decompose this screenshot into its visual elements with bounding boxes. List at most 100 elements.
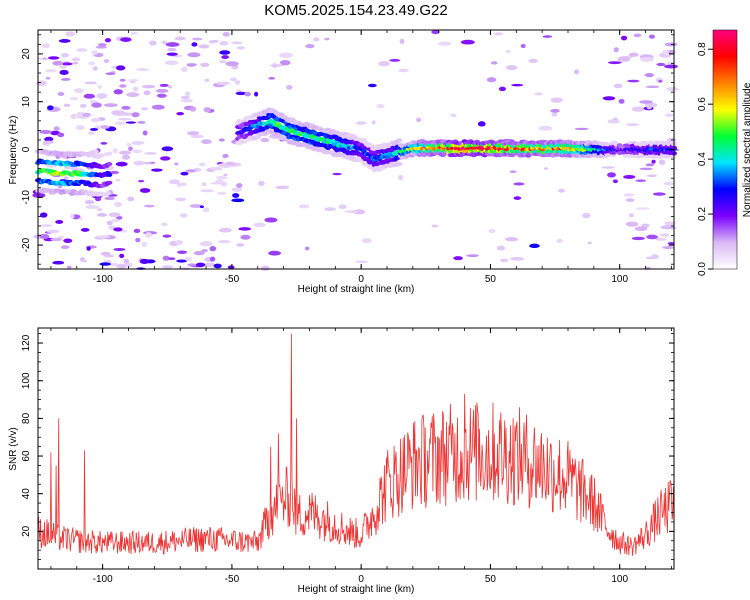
- spectrogram-cell: [99, 262, 112, 266]
- spectrogram-y-tick-label: 20: [21, 48, 32, 60]
- spectrogram-cell: [663, 182, 674, 186]
- spectrogram-cell: [218, 60, 227, 64]
- spectrogram-cell: [542, 35, 553, 38]
- snr-x-tick-label: 0: [358, 574, 364, 585]
- spectrogram-cell: [57, 132, 65, 138]
- spectrogram-cell: [187, 52, 201, 58]
- spectrogram-cell: [187, 131, 200, 136]
- spectrogram-cell: [185, 91, 191, 96]
- spectrogram-cell: [398, 174, 404, 181]
- spectrogram-cell: [627, 140, 634, 145]
- spectrogram-cell: [83, 93, 96, 99]
- spectrogram-cell: [57, 184, 63, 189]
- spectrogram-cell: [371, 120, 376, 125]
- spectrogram-cell: [144, 152, 157, 155]
- spectrogram-cell: [121, 154, 131, 160]
- spectrogram-cell: [39, 212, 48, 218]
- spectrogram-cell: [219, 50, 231, 55]
- spectrogram-cell: [180, 95, 190, 100]
- spectrogram-cell: [655, 237, 667, 241]
- spectrogram-cell: [132, 149, 143, 154]
- spectrogram-cell: [238, 227, 252, 231]
- spectrogram-cell: [231, 198, 245, 203]
- snr-y-tick-label: 80: [21, 412, 32, 424]
- spectrogram-cell: [509, 170, 517, 174]
- spectrogram-cell: [396, 138, 403, 143]
- spectrogram-cell: [612, 117, 618, 121]
- spectrogram-cell: [63, 238, 73, 243]
- spectrogram-cell: [96, 93, 108, 99]
- spectrogram-cell: [131, 112, 140, 118]
- spectrogram-cell: [105, 72, 116, 75]
- spectrogram-cell: [119, 150, 132, 155]
- spectrogram-cell: [221, 55, 229, 60]
- spectrogram-cell: [389, 58, 401, 62]
- spectrogram-cell: [111, 111, 126, 116]
- spectrogram-cell: [488, 228, 496, 234]
- spectrogram-cell: [453, 256, 463, 261]
- spectrogram-cell: [71, 57, 81, 62]
- spectrogram-cell: [304, 246, 310, 251]
- spectrogram-cell: [159, 83, 169, 87]
- spectrogram-cell: [244, 91, 252, 97]
- spectrogram-cell: [113, 247, 126, 251]
- spectrogram-cell: [126, 92, 140, 98]
- spectrogram-cell: [133, 228, 141, 234]
- spectrogram-y-tick-label: 10: [21, 96, 32, 108]
- spectrogram-cell: [258, 180, 265, 186]
- spectrogram-cell: [155, 88, 169, 93]
- spectrogram-cell: [138, 179, 145, 183]
- spectrogram-cell: [232, 193, 240, 198]
- spectrogram-cell: [486, 77, 497, 83]
- spectrogram-x-ticks: -100 -50 0 50 100: [50, 30, 672, 285]
- colorbar-tick-label: 0.6: [697, 97, 708, 111]
- snr-series-line: [37, 333, 675, 556]
- spectrogram-cell: [65, 31, 76, 37]
- spectrogram-cell: [613, 47, 619, 53]
- spectrogram-cell: [511, 83, 524, 87]
- spectrogram-cell: [450, 113, 457, 117]
- spectrogram-cell: [204, 262, 216, 268]
- spectrogram-cell: [223, 173, 228, 177]
- spectrogram-cell: [125, 262, 133, 268]
- spectrogram-cell: [269, 64, 284, 67]
- spectrogram-cell: [231, 187, 243, 193]
- spectrogram-cell: [645, 256, 655, 260]
- spectrogram-cell: [398, 68, 410, 73]
- colorbar-tick-label: 0.2: [697, 207, 708, 221]
- spectrogram-cell: [275, 185, 290, 189]
- spectrogram-cell: [176, 182, 181, 187]
- spectrogram-cell: [218, 138, 225, 142]
- spectrogram-cell: [520, 43, 526, 49]
- spectrogram-cell: [528, 58, 538, 64]
- spectrogram-cell: [135, 68, 150, 71]
- spectrogram-y-ticks: -20 -10 0 10 20: [21, 34, 674, 265]
- spectrogram-cell: [234, 80, 241, 85]
- spectrogram-cell: [176, 259, 187, 263]
- spectrogram-cell: [96, 207, 103, 212]
- spectrogram-cell: [44, 136, 54, 142]
- spectrogram-x-tick-label: -100: [93, 274, 113, 285]
- snr-panel: -100 -50 0 50 100 20 40 60 80 100 120 Height of s…: [8, 327, 675, 595]
- spectrogram-cell: [324, 207, 337, 212]
- spectrogram-cell: [115, 161, 128, 167]
- spectrogram-cell: [216, 81, 230, 85]
- spectrogram-cell: [376, 103, 385, 109]
- spectrogram-cell: [97, 43, 107, 47]
- spectrogram-cell: [613, 83, 623, 89]
- spectrogram-cell: [631, 106, 645, 112]
- snr-y-label: SNR (v/v): [8, 427, 19, 470]
- spectrogram-cell: [131, 140, 145, 145]
- spectrogram-cell: [114, 201, 123, 208]
- spectrogram-cell: [534, 92, 543, 96]
- spectrogram-cell: [108, 212, 121, 218]
- spectrogram-cell: [558, 188, 566, 193]
- spectrogram-cell: [211, 39, 219, 43]
- spectrogram-cell: [126, 143, 132, 146]
- spectrogram-cell: [90, 117, 101, 123]
- spectrogram-cell: [46, 229, 60, 234]
- spectrogram-cell: [646, 104, 652, 110]
- spectrogram-cell: [113, 89, 123, 95]
- spectrogram-cell: [222, 153, 229, 158]
